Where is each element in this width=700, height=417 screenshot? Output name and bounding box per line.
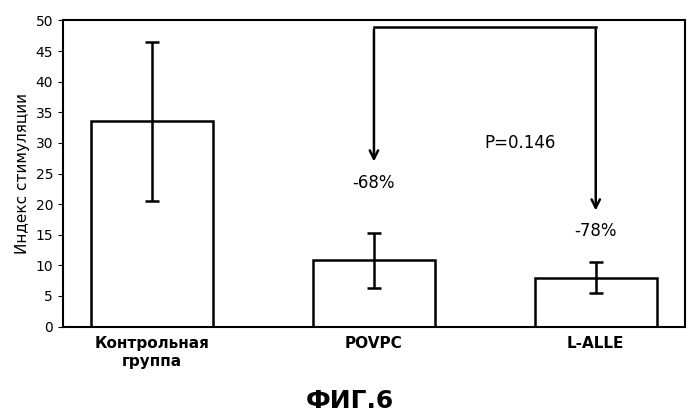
Bar: [535, 278, 657, 327]
Text: -78%: -78%: [575, 223, 617, 241]
Bar: [313, 261, 435, 327]
Text: P=0.146: P=0.146: [485, 134, 556, 152]
Text: -68%: -68%: [353, 173, 396, 191]
Y-axis label: Индекс стимуляции: Индекс стимуляции: [15, 93, 30, 254]
Bar: [91, 121, 214, 327]
Text: ФИГ.6: ФИГ.6: [306, 389, 394, 413]
